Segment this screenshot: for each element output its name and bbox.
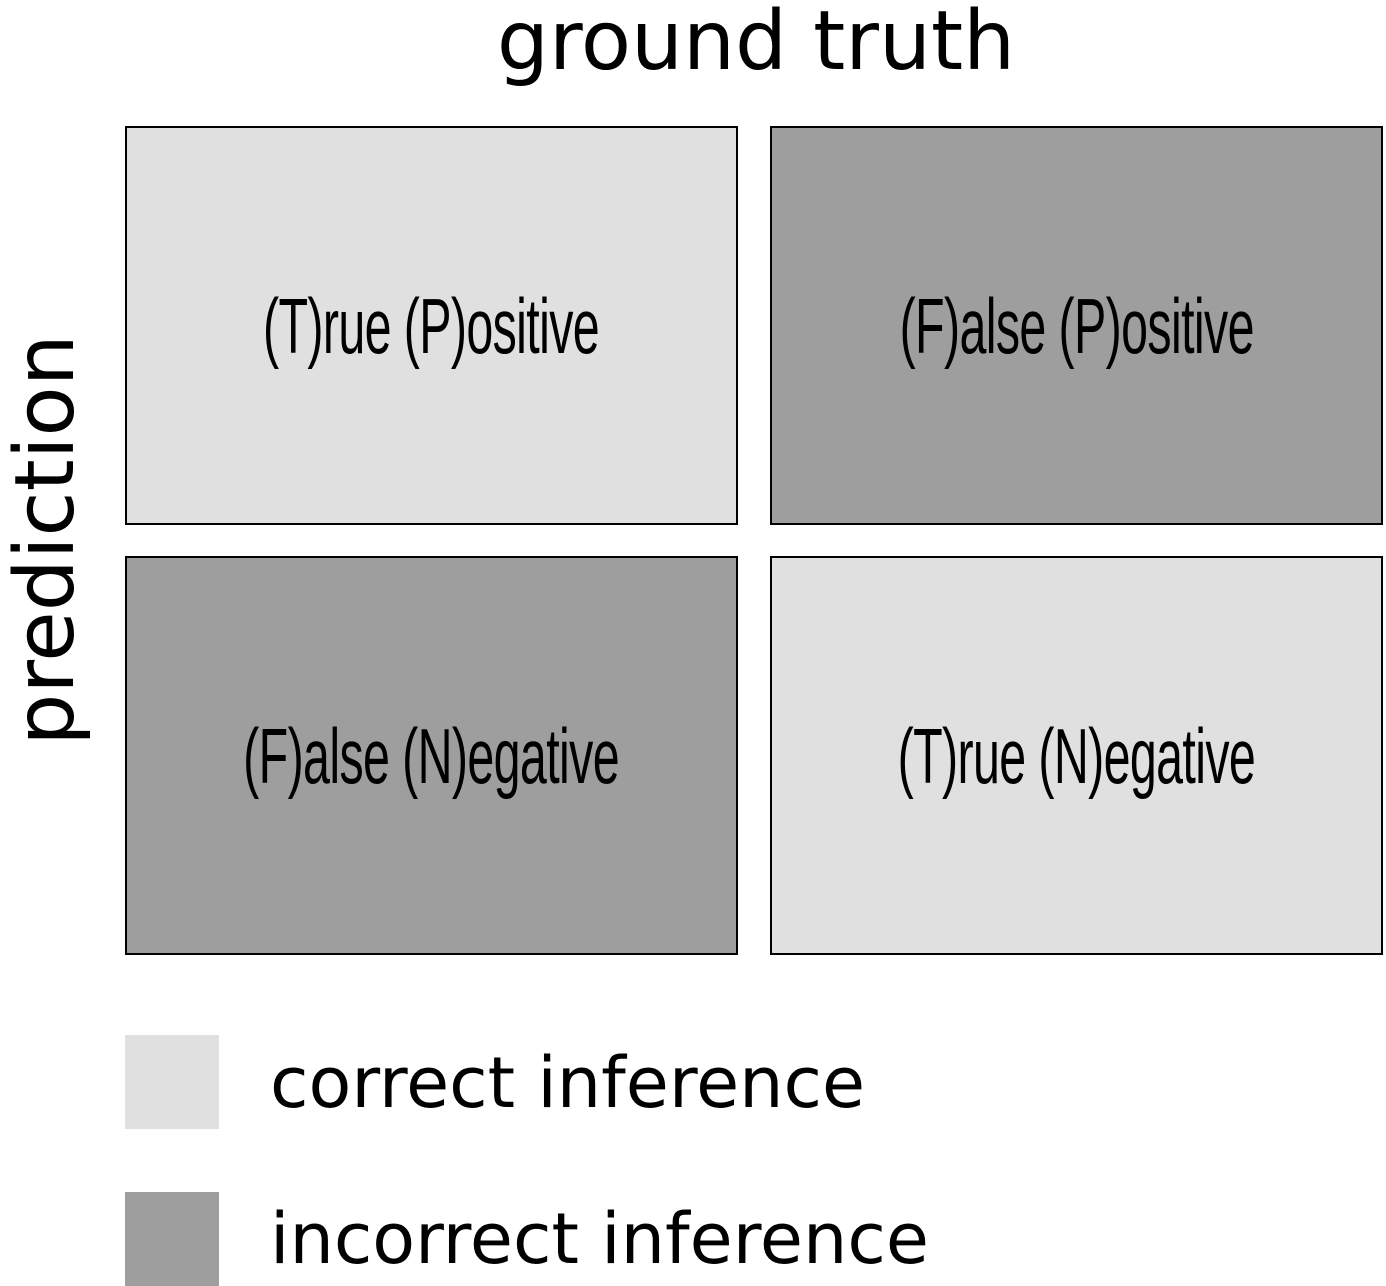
cell-false-negative: (F)alse (N)egative: [125, 556, 738, 955]
legend-label-correct: correct inference: [270, 1042, 866, 1124]
legend-swatch-incorrect: [125, 1192, 219, 1286]
cell-true-negative-label: (T)rue (N)egative: [897, 711, 1256, 800]
legend-label-incorrect: incorrect inference: [270, 1198, 929, 1280]
cell-true-negative: (T)rue (N)egative: [770, 556, 1383, 955]
column-title: ground truth: [496, 0, 1016, 89]
cell-true-positive-label: (T)rue (P)ositive: [263, 281, 600, 370]
cell-false-negative-label: (F)alse (N)egative: [243, 711, 620, 800]
cell-true-positive: (T)rue (P)ositive: [125, 126, 738, 525]
row-title: prediction: [0, 334, 93, 746]
legend-swatch-correct: [125, 1035, 219, 1129]
cell-false-positive: (F)alse (P)ositive: [770, 126, 1383, 525]
cell-false-positive-label: (F)alse (P)ositive: [899, 281, 1254, 370]
